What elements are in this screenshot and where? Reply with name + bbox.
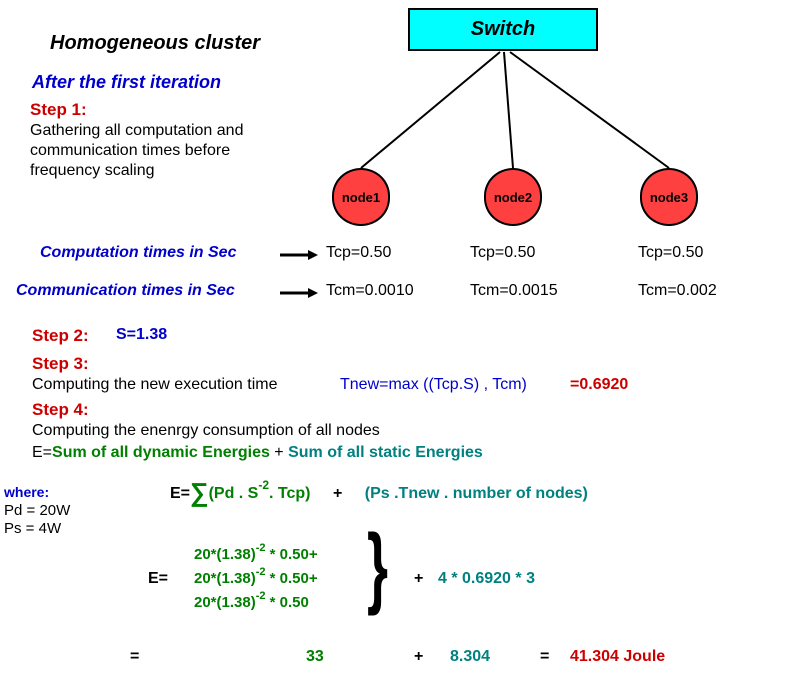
step3-formula: Tnew=max ((Tcp.S) , Tcm) — [340, 376, 527, 394]
switch-box: Switch — [408, 8, 598, 51]
where-ps: Ps = 4W — [4, 520, 61, 537]
calc-exp2: -2 — [256, 566, 266, 578]
step1-text2: communication times before — [30, 142, 230, 160]
calc-line2: 20*(1.38)-2 * 0.50+ — [194, 570, 318, 587]
step2-value: S=1.38 — [116, 326, 167, 344]
calc-l3a: 20*(1.38) — [194, 594, 256, 611]
calc-l2b: * 0.50+ — [266, 570, 318, 587]
calc-plus: + — [414, 570, 423, 588]
calc-l1b: * 0.50+ — [266, 546, 318, 563]
computation-label: Computation times in Sec — [40, 244, 236, 262]
tcp-1: Tcp=0.50 — [326, 244, 391, 262]
f1-dyn: (Pd . S — [209, 485, 259, 502]
tcp-2: Tcp=0.50 — [470, 244, 535, 262]
step4-label: Step 4: — [32, 400, 89, 420]
where-pd: Pd = 20W — [4, 502, 70, 519]
step3-result: =0.6920 — [570, 376, 628, 394]
arrow-icon — [280, 286, 320, 300]
node-1: node1 — [332, 168, 390, 226]
step1-text3: frequency scaling — [30, 162, 155, 180]
calc-line1: 20*(1.38)-2 * 0.50+ — [194, 546, 318, 563]
f1-dyn2: . Tcp) — [269, 485, 310, 502]
f1-prefix: E= — [170, 485, 190, 502]
calc-l3b: * 0.50 — [266, 594, 309, 611]
eq-static: Sum of all static Energies — [288, 444, 483, 461]
tcm-1: Tcm=0.0010 — [326, 282, 414, 300]
f1-plus: + — [333, 485, 342, 502]
page-title: Homogeneous cluster — [50, 32, 260, 55]
eq-dynamic: Sum of all dynamic Energies — [52, 444, 270, 461]
calc-exp3: -2 — [256, 590, 266, 602]
node-3: node3 — [640, 168, 698, 226]
step1-text1: Gathering all computation and — [30, 122, 243, 140]
step3-label: Step 3: — [32, 354, 89, 374]
step3-text: Computing the new execution time — [32, 376, 277, 394]
node-2: node2 — [484, 168, 542, 226]
result-eq2: = — [540, 648, 549, 666]
arrow-icon — [280, 248, 320, 262]
result-eq1: = — [130, 648, 139, 666]
result-plus: + — [414, 648, 423, 666]
brace-icon: } — [367, 516, 388, 619]
f1-exp: -2 — [258, 478, 269, 492]
tcp-3: Tcp=0.50 — [638, 244, 703, 262]
communication-label: Communication times in Sec — [16, 282, 235, 300]
calc-l2a: 20*(1.38) — [194, 570, 256, 587]
formula-1: E=∑(Pd . S-2. Tcp) + (Ps .Tnew . number … — [170, 474, 588, 505]
step4-text: Computing the enenrgy consumption of all… — [32, 422, 380, 440]
step4-equation: E=Sum of all dynamic Energies + Sum of a… — [32, 444, 483, 462]
tcm-3: Tcm=0.002 — [638, 282, 717, 300]
calc-prefix: E= — [148, 570, 168, 588]
page-subtitle: After the first iteration — [32, 72, 221, 93]
calc-exp1: -2 — [256, 542, 266, 554]
step2-label: Step 2: — [32, 326, 89, 346]
eq-prefix: E= — [32, 444, 52, 461]
result-v2: 8.304 — [450, 648, 490, 666]
result-v1: 33 — [306, 648, 324, 666]
calc-l1a: 20*(1.38) — [194, 546, 256, 563]
f1-stat: (Ps .Tnew . number of nodes) — [365, 485, 588, 502]
result-total: 41.304 Joule — [570, 648, 665, 666]
calc-static: 4 * 0.6920 * 3 — [438, 570, 535, 588]
step1-label: Step 1: — [30, 100, 87, 120]
sigma-icon: ∑ — [190, 477, 209, 507]
where-label: where: — [4, 484, 49, 500]
calc-line3: 20*(1.38)-2 * 0.50 — [194, 594, 309, 611]
eq-plus: + — [270, 444, 288, 461]
tcm-2: Tcm=0.0015 — [470, 282, 558, 300]
